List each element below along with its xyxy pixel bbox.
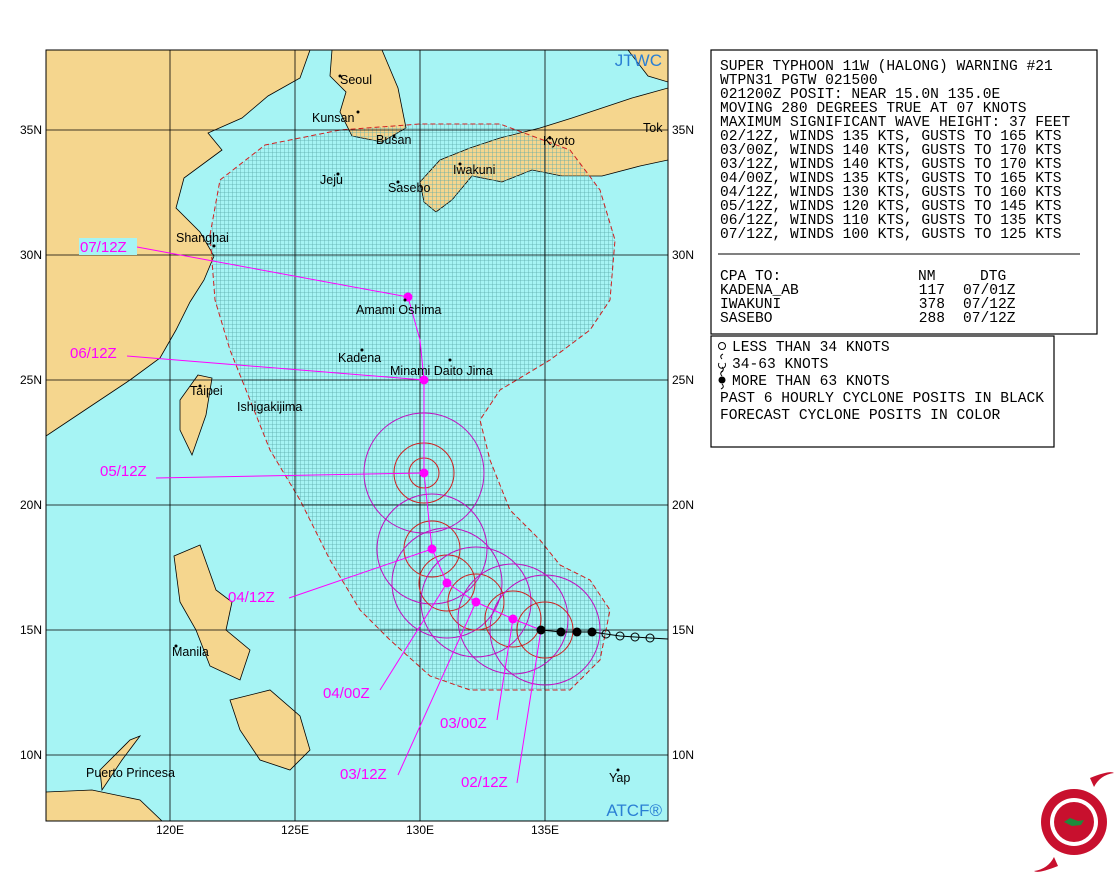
cpa-site: KADENA_AB <box>720 283 799 299</box>
forecast-label: 07/12Z <box>80 239 127 256</box>
legend-line: PAST 6 HOURLY CYCLONE POSITS IN BLACK <box>720 391 1044 407</box>
forecast-label: 03/00Z <box>440 715 487 732</box>
place-label: Yap <box>609 771 630 785</box>
lat-label: 15N <box>20 623 42 637</box>
land <box>46 50 668 821</box>
lat-label: 20N <box>672 498 694 512</box>
forecast-track <box>126 246 542 784</box>
place-label: Tok <box>643 121 663 135</box>
place-label: Seoul <box>340 73 372 87</box>
warning-line: WTPN31 PGTW 021500 <box>720 73 878 89</box>
legend-line: FORECAST CYCLONE POSITS IN COLOR <box>720 408 1000 424</box>
legend-box <box>710 335 1055 448</box>
source-label: ATCF® <box>606 801 662 820</box>
lon-label: 125E <box>281 823 309 837</box>
lon-label: 130E <box>406 823 434 837</box>
warning-line: 03/00Z, WINDS 140 KTS, GUSTS TO 170 KTS <box>720 143 1062 159</box>
lat-label: 30N <box>672 248 694 262</box>
place-label: Kunsan <box>312 111 354 125</box>
lat-label: 10N <box>672 748 694 762</box>
danger-area <box>209 123 616 691</box>
warning-line: 021200Z POSIT: NEAR 15.0N 135.0E <box>720 87 1000 103</box>
place-label: Sasebo <box>388 181 430 195</box>
place-label: Jeju <box>320 173 343 187</box>
legend-symbols <box>718 342 726 390</box>
place-label: Kyoto <box>543 134 575 148</box>
lat-label: 15N <box>672 623 694 637</box>
warning-box <box>710 49 1098 335</box>
warning-line: MAXIMUM SIGNIFICANT WAVE HEIGHT: 37 FEET <box>720 115 1071 131</box>
lat-label: 20N <box>20 498 42 512</box>
place-label: Kadena <box>338 351 381 365</box>
cpa-time: 07/12Z <box>963 311 1016 327</box>
map-frame <box>45 49 669 822</box>
past-positions <box>536 625 668 643</box>
lat-label: 35N <box>672 123 694 137</box>
warning-line: 06/12Z, WINDS 110 KTS, GUSTS TO 135 KTS <box>720 213 1062 229</box>
cpa-header: NM <box>918 269 936 285</box>
forecast-label: 06/12Z <box>70 345 117 362</box>
forecast-label: 03/12Z <box>340 766 387 783</box>
lon-label: 135E <box>531 823 559 837</box>
cpa-site: IWAKUNI <box>720 297 781 313</box>
forecast-label: 02/12Z <box>461 774 508 791</box>
lat-label: 25N <box>672 373 694 387</box>
lat-label: 10N <box>20 748 42 762</box>
wind-radii <box>363 412 601 686</box>
place-label: Manila <box>172 645 209 659</box>
warning-line: 04/12Z, WINDS 130 KTS, GUSTS TO 160 KTS <box>720 185 1062 201</box>
place-label: Taipei <box>190 384 223 398</box>
forecast-positions <box>403 292 518 624</box>
place-label: Busan <box>376 133 411 147</box>
forecast-label: 04/12Z <box>228 589 275 606</box>
cpa-distance: 378 <box>919 297 945 313</box>
place-label: Shanghai <box>176 231 229 245</box>
place-label: Ishigakijima <box>237 400 302 414</box>
lon-label: 120E <box>156 823 184 837</box>
lat-label: 30N <box>20 248 42 262</box>
cpa-header: CPA TO: <box>720 269 781 285</box>
graticule <box>46 50 668 821</box>
lat-label: 35N <box>20 123 42 137</box>
cpa-distance: 117 <box>919 283 945 299</box>
cpa-time: 07/12Z <box>963 297 1016 313</box>
legend-line: MORE THAN 63 KNOTS <box>732 374 890 390</box>
place-dots <box>174 74 620 772</box>
warning-line: 07/12Z, WINDS 100 KTS, GUSTS TO 125 KTS <box>720 227 1062 243</box>
source-label: JTWC <box>615 51 662 70</box>
warning-line: 05/12Z, WINDS 120 KTS, GUSTS TO 145 KTS <box>720 199 1062 215</box>
warning-line: SUPER TYPHOON 11W (HALONG) WARNING #21 <box>720 59 1053 75</box>
place-label: Puerto Princesa <box>86 766 175 780</box>
legend-line: LESS THAN 34 KNOTS <box>732 340 890 356</box>
map: Seoul Kunsan Busan Jeju Sasebo Iwakuni Kyoto To… <box>46 50 668 821</box>
place-label: Iwakuni <box>453 163 495 177</box>
cpa-distance: 288 <box>919 311 945 327</box>
warning-line: 02/12Z, WINDS 135 KTS, GUSTS TO 165 KTS <box>720 129 1062 145</box>
warning-line: 03/12Z, WINDS 140 KTS, GUSTS TO 170 KTS <box>720 157 1062 173</box>
cpa-header: DTG <box>980 269 1006 285</box>
legend-line: 34-63 KNOTS <box>732 357 829 373</box>
cpa-time: 07/01Z <box>963 283 1016 299</box>
cpa-site: SASEBO <box>720 311 773 327</box>
forecast-label: 04/00Z <box>323 685 370 702</box>
forecast-label: 05/12Z <box>100 463 147 480</box>
lat-label: 25N <box>20 373 42 387</box>
place-label: Amami Oshima <box>356 303 441 317</box>
jtwc-logo <box>1034 772 1114 872</box>
warning-line: 04/00Z, WINDS 135 KTS, GUSTS TO 165 KTS <box>720 171 1062 187</box>
place-label: Minami Daito Jima <box>390 364 493 378</box>
warning-line: MOVING 280 DEGREES TRUE AT 07 KNOTS <box>720 101 1027 117</box>
label-bg <box>79 238 137 255</box>
